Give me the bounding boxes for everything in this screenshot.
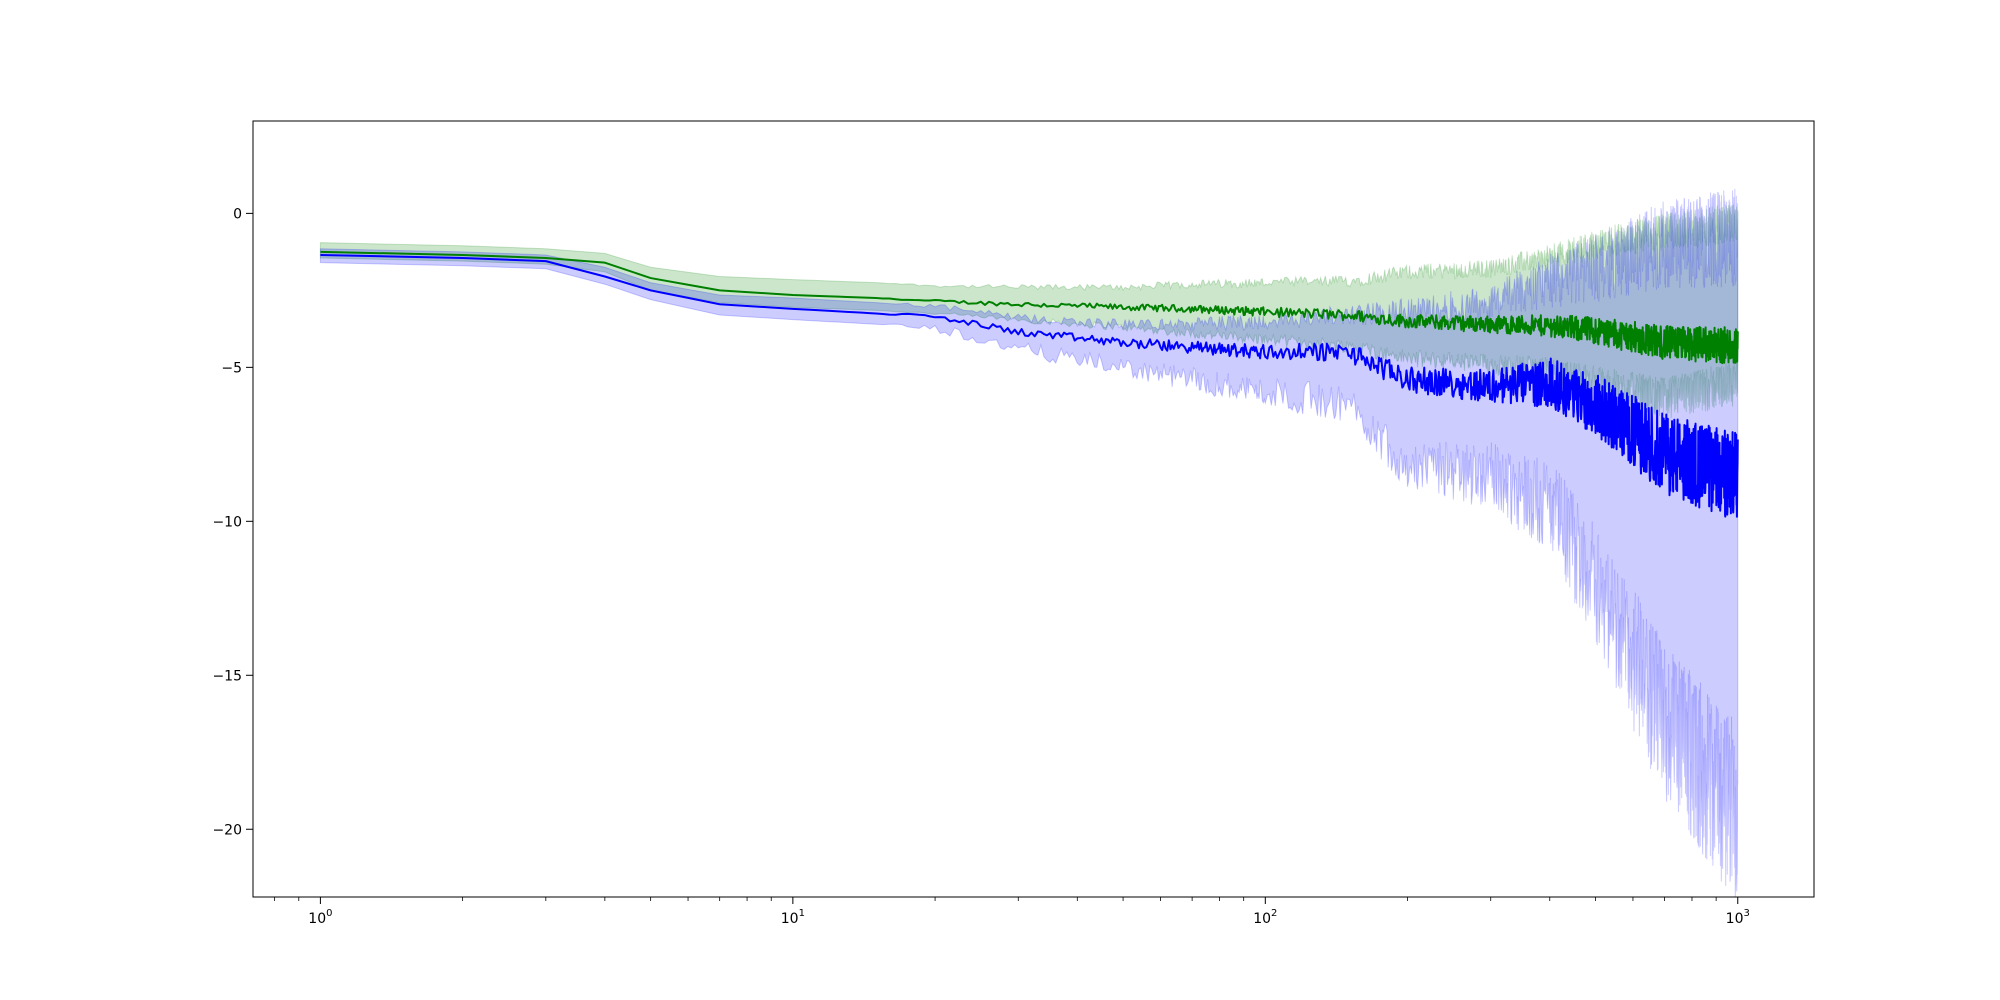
lines-layer [320,250,1739,518]
plot-background [253,121,1814,897]
y-tick-label: −10 [212,514,242,530]
plot-frame [252,120,1815,898]
y-tick-label: −20 [212,822,242,838]
x-tick-label-base: 10 [308,911,326,927]
series-1-line [320,250,1739,365]
x-tick-label: 101 [781,908,805,927]
bands-layer [319,188,1739,897]
x-tick-label-exponent: 1 [799,908,805,919]
x-tick-label-base: 10 [781,911,799,927]
y-axis: 0 −5 −10 −15 −20 [212,206,253,838]
x-tick-label-base: 10 [1253,911,1271,927]
x-tick-label: 100 [308,908,332,927]
x-tick-label-base: 10 [1726,911,1744,927]
x-tick-label-exponent: 0 [326,908,332,919]
x-tick-label: 102 [1253,908,1277,927]
series-2-band [319,188,1739,897]
x-axis: 100 101 102 103 [274,897,1750,927]
x-tick-label-exponent: 2 [1271,908,1277,919]
x-tick-label: 103 [1726,908,1750,927]
series-2-line [320,253,1739,518]
y-tick-label: −5 [221,360,242,376]
y-tick-label: 0 [233,206,242,222]
series-1-band [319,204,1739,418]
x-tick-label-exponent: 3 [1743,908,1749,919]
y-tick-label: −15 [212,668,242,684]
